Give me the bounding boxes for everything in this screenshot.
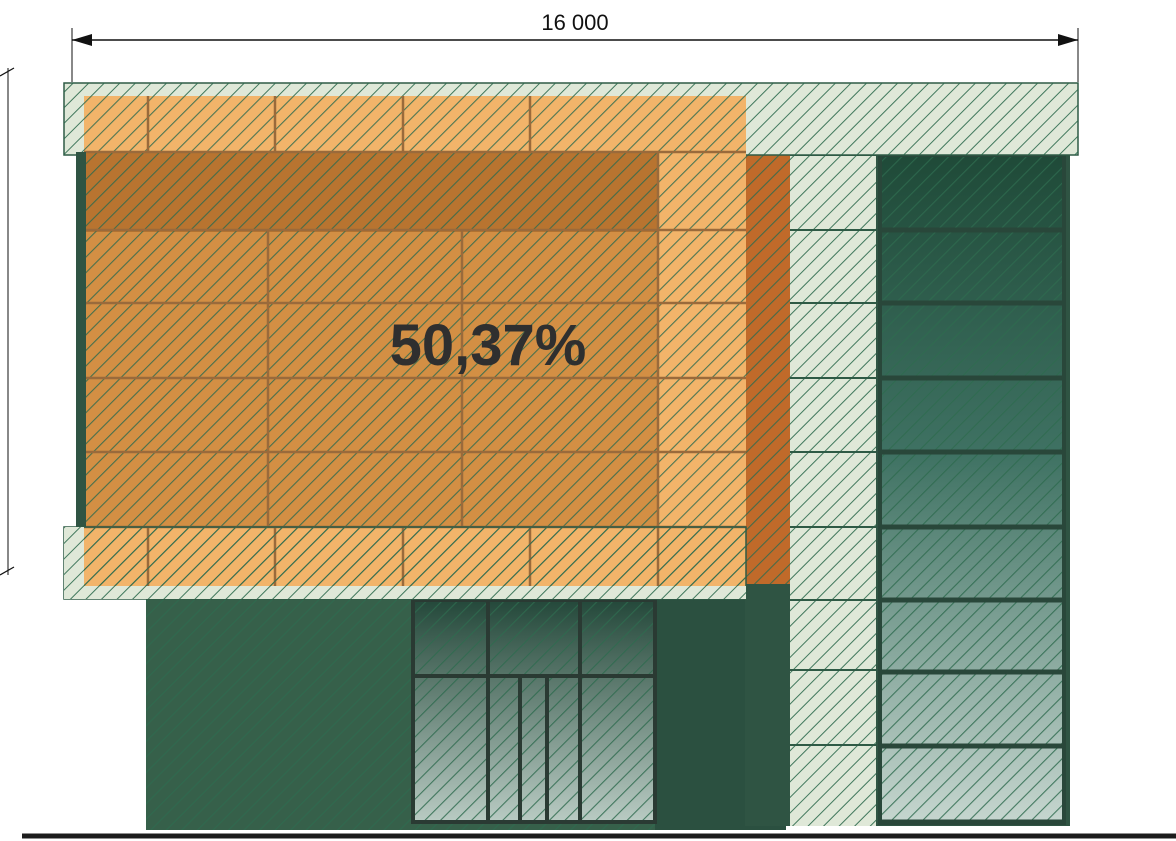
dimension-line <box>71 28 1079 82</box>
right-tower <box>745 84 1070 826</box>
dimension-label: 16 000 <box>541 10 608 35</box>
vertical-dimension-ticks <box>0 67 15 576</box>
orange-upper-volume <box>76 96 746 586</box>
percent-annotation: 50,37% <box>390 313 587 378</box>
entrance-glazing <box>411 598 657 824</box>
lower-cornice <box>63 526 747 600</box>
